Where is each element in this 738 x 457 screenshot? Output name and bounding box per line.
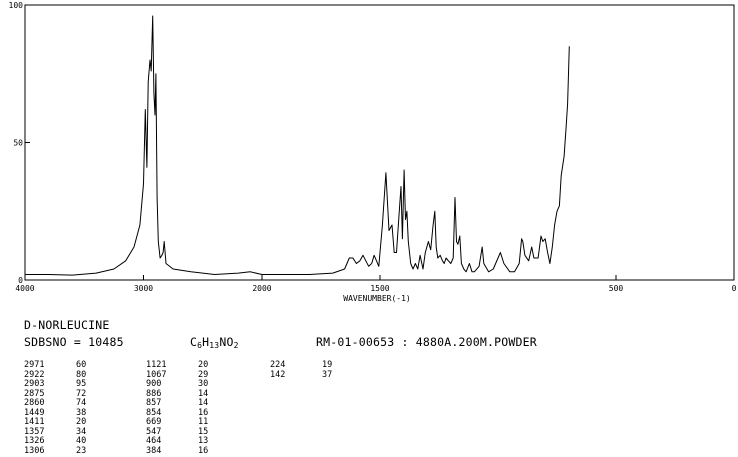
peak-intensity: 14 [198,398,209,408]
peak-row: 2922 80 [24,369,104,381]
peak-row: 900 30 [146,379,226,390]
peak-wavenumber: 1121 [146,360,167,370]
peak-row: 1326 40 [24,436,104,447]
peak-row: 1121 20 [146,360,226,371]
peak-wavenumber: 2903 [24,379,45,389]
peak-intensity: 23 [76,445,87,456]
x-tick-label-0: 0 [732,284,737,293]
formula-c-sub: 6 [197,341,203,350]
peak-intensity: 74 [76,398,87,408]
peak-row: 1067 29 [146,369,226,381]
peak-row: 547 15 [146,426,226,438]
peak-row: 142 37 [270,369,350,381]
peak-intensity: 37 [322,369,333,380]
peak-wavenumber: 2971 [24,360,45,370]
x-tick-label-2000: 2000 [252,284,271,293]
formula-no: NO [219,335,234,349]
peak-wavenumber: 1306 [24,445,45,456]
peak-wavenumber: 900 [146,379,162,389]
peak-row: 1357 34 [24,426,104,438]
peak-row: 886 14 [146,388,226,400]
peak-wavenumber: 1067 [146,369,167,380]
peak-table-column-1: 2971 60 2922 80 2903 95 2875 72 2860 74 1449 38 1411… [24,360,104,457]
peak-row: 2971 60 [24,360,104,371]
peak-wavenumber: 142 [270,369,286,380]
peak-wavenumber: 1411 [24,417,45,427]
peak-wavenumber: 547 [146,426,162,437]
peak-intensity: 20 [76,417,87,427]
peak-row: 224 19 [270,360,350,371]
peak-row: 857 14 [146,398,226,409]
peak-intensity: 11 [198,417,209,427]
x-tick-label-500: 500 [609,284,624,293]
peak-row: 854 16 [146,407,226,419]
peak-intensity: 95 [76,379,87,389]
peak-intensity: 20 [198,360,209,370]
peak-wavenumber: 224 [270,360,286,370]
peak-row: 2875 72 [24,388,104,400]
spectrum-line [25,15,570,276]
peak-wavenumber: 857 [146,398,162,408]
formula-c: C [190,335,198,349]
peak-intensity: 16 [198,445,209,456]
peak-wavenumber: 384 [146,445,162,456]
peak-row: 1411 20 [24,417,104,428]
y-axis-ticks: 0 50 100 [9,1,30,285]
y-tick-label-0: 0 [18,276,23,285]
peak-row: 464 13 [146,436,226,447]
peak-wavenumber: 854 [146,407,162,418]
peak-wavenumber: 464 [146,436,162,446]
y-tick-label-100: 100 [9,1,24,10]
peak-intensity: 72 [76,388,87,399]
peak-wavenumber: 1357 [24,426,45,437]
x-tick-label-4000: 4000 [15,284,34,293]
formula-o-sub: 2 [233,341,239,350]
peak-wavenumber: 1449 [24,407,45,418]
spectrum-series [25,15,570,276]
peak-intensity: 15 [198,426,209,437]
peak-intensity: 30 [198,379,209,389]
peak-wavenumber: 886 [146,388,162,399]
peak-row: 2860 74 [24,398,104,409]
x-tick-label-1500: 1500 [370,284,389,293]
peak-wavenumber: 669 [146,417,162,427]
peak-intensity: 80 [76,369,87,380]
peak-table-column-3: 224 19 142 37 [270,360,350,381]
peak-row: 1449 38 [24,407,104,419]
peak-intensity: 60 [76,360,87,370]
measurement-info: RM-01-00653 : 4880A.200M.POWDER [316,335,537,349]
peak-row: 669 11 [146,417,226,428]
peak-wavenumber: 2860 [24,398,45,408]
peak-intensity: 40 [76,436,87,446]
y-tick-label-50: 50 [13,139,23,148]
x-tick-label-3000: 3000 [134,284,153,293]
formula-h-sub: 13 [209,341,220,350]
peak-intensity: 14 [198,388,209,399]
peak-intensity: 38 [76,407,87,418]
peak-row: 2903 95 [24,379,104,390]
plot-frame [24,4,735,281]
sdbs-number: SDBSNO = 10485 [24,335,124,349]
peak-intensity: 13 [198,436,209,446]
molecular-formula: C6H13NO2 [190,335,239,350]
x-axis-label: WAVENUMBER(-1) [343,294,410,303]
peak-intensity: 19 [322,360,333,370]
ir-spectrum-chart: 0 50 100 4000 3000 2000 1500 500 0 WAVENUMBER(-… [9,1,737,303]
peak-row: 1306 23 [24,445,104,457]
peak-wavenumber: 2922 [24,369,45,380]
peak-intensity: 29 [198,369,209,380]
peak-intensity: 16 [198,407,209,418]
formula-h: H [202,335,210,349]
compound-name: D-NORLEUCINE [24,318,110,332]
peak-row: 384 16 [146,445,226,457]
peak-wavenumber: 1326 [24,436,45,446]
peak-intensity: 34 [76,426,87,437]
x-axis-ticks: 4000 3000 2000 1500 500 0 [15,275,737,293]
peak-table-column-2: 1121 20 1067 29 900 30 886 14 857 14 854 16 669 11 547… [146,360,226,457]
peak-wavenumber: 2875 [24,388,45,399]
